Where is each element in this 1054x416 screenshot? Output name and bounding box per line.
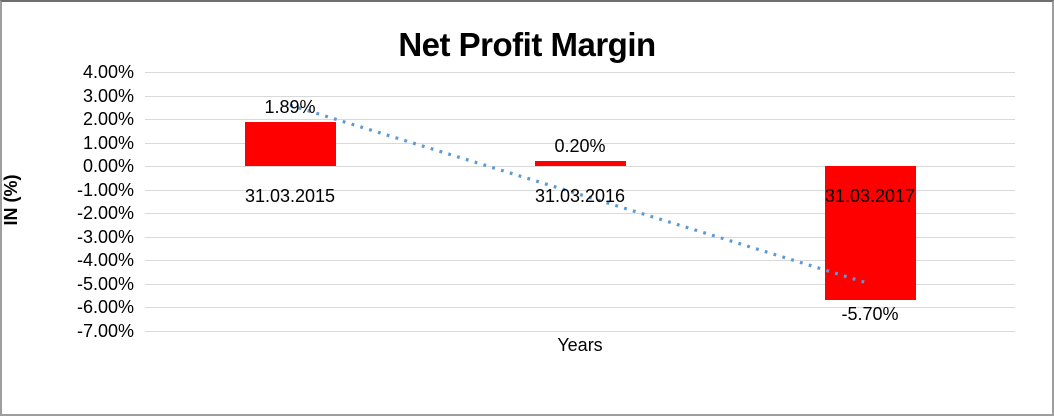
- gridline: [145, 72, 1015, 73]
- y-tick-label: -6.00%: [76, 297, 134, 318]
- bar-value-label: 0.20%: [554, 136, 606, 157]
- y-tick-label: 1.00%: [82, 132, 134, 153]
- category-label: 31.03.2016: [534, 186, 626, 207]
- x-axis-title: Years: [557, 335, 603, 355]
- gridline: [145, 189, 1015, 191]
- bar-31.03.2016: [534, 161, 626, 167]
- gridline: [145, 213, 1015, 215]
- gridline: [145, 283, 1015, 285]
- y-tick-label: -1.00%: [76, 179, 134, 200]
- gridline: [145, 95, 1015, 97]
- bar-value-label: -5.70%: [841, 304, 899, 325]
- y-tick-label: 2.00%: [82, 109, 134, 130]
- gridline: [145, 142, 1015, 144]
- y-tick-label: -7.00%: [76, 321, 134, 341]
- y-tick-label: 0.00%: [82, 156, 134, 177]
- y-tick-label: -3.00%: [76, 226, 134, 247]
- bar-value-label: 1.89%: [264, 96, 316, 117]
- y-tick-label: -4.00%: [76, 250, 134, 271]
- gridline: [145, 119, 1015, 121]
- chart-title: Net Profit Margin: [398, 26, 656, 63]
- plot-area: [145, 72, 1015, 332]
- y-tick-label: -2.00%: [76, 203, 134, 224]
- bar-31.03.2015: [244, 121, 336, 167]
- y-tick-label: 4.00%: [82, 62, 134, 82]
- gridline: [145, 307, 1015, 309]
- gridline: [145, 260, 1015, 262]
- gridline: [145, 331, 1015, 332]
- category-label: 31.03.2015: [244, 186, 336, 207]
- bar-31.03.2017: [824, 166, 916, 301]
- y-tick-label: -5.00%: [76, 273, 134, 294]
- gridline: [145, 166, 1015, 168]
- category-label: 31.03.2017: [824, 186, 916, 207]
- y-tick-label: 3.00%: [82, 85, 134, 106]
- gridline: [145, 236, 1015, 238]
